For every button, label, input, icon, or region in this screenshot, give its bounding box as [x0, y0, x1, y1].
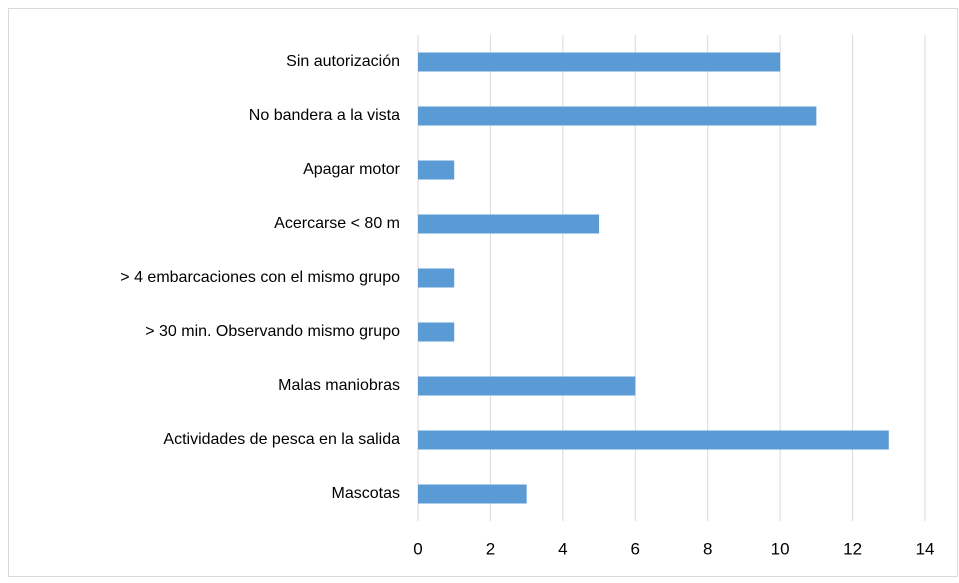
y-tick-label: Apagar motor	[303, 161, 401, 178]
bar	[418, 322, 455, 342]
y-tick-label: Malas maniobras	[278, 377, 400, 394]
x-tick-label: 2	[486, 539, 495, 558]
y-tick-label: No bandera a la vista	[249, 107, 400, 124]
y-tick-label: Acercarse < 80 m	[274, 215, 400, 232]
x-tick-label: 4	[558, 539, 567, 558]
x-tick-label: 14	[916, 539, 935, 558]
x-tick-label: 8	[703, 539, 712, 558]
x-tick-label: 12	[843, 539, 862, 558]
y-tick-label: Sin autorización	[286, 53, 400, 70]
y-tick-label: > 30 min. Observando mismo grupo	[145, 323, 400, 340]
bar	[418, 106, 817, 126]
x-tick-label: 10	[771, 539, 790, 558]
y-tick-label: > 4 embarcaciones con el mismo grupo	[120, 269, 400, 286]
chart-frame	[8, 8, 958, 577]
bar	[418, 214, 600, 234]
y-tick-label: Actividades de pesca en la salida	[163, 431, 400, 448]
bar	[418, 376, 636, 396]
bar	[418, 268, 455, 288]
bar	[418, 430, 889, 450]
bar	[418, 484, 527, 504]
x-tick-label: 0	[413, 539, 422, 558]
x-tick-label: 6	[631, 539, 640, 558]
y-tick-label: Mascotas	[332, 485, 400, 502]
bar	[418, 160, 455, 180]
bar	[418, 52, 781, 72]
